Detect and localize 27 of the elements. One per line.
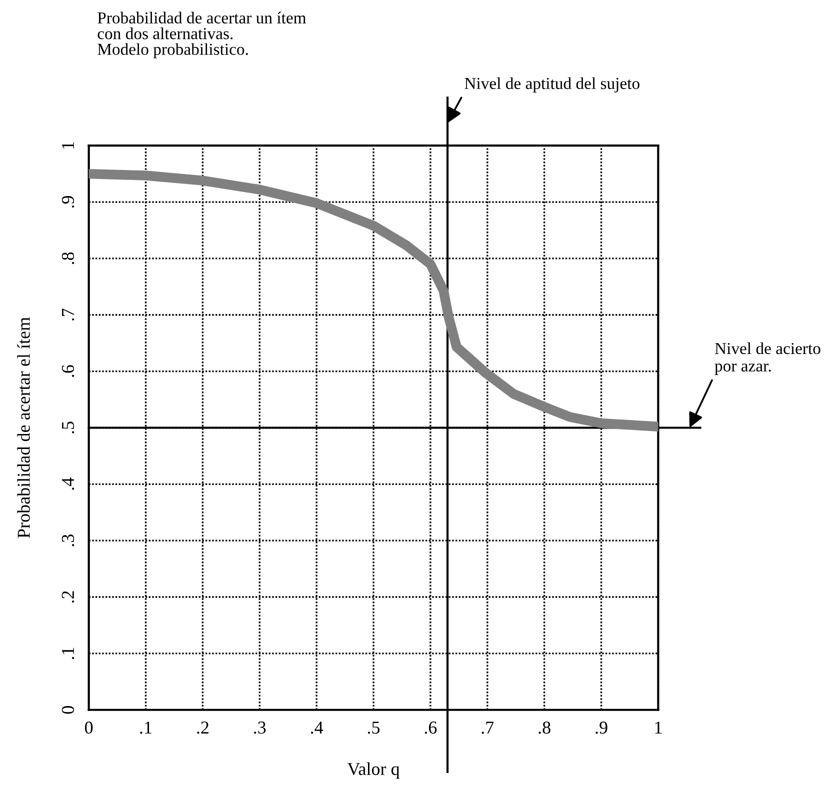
- x-tick-label: .7: [482, 722, 494, 734]
- y-tick-label: 1: [62, 142, 74, 149]
- y-tick-label: .5: [62, 422, 74, 434]
- y-tick-label: .1: [62, 648, 74, 660]
- x-tick-label: .5: [368, 722, 380, 734]
- y-tick-label: .3: [62, 534, 74, 546]
- y-tick-label: .2: [62, 591, 74, 603]
- x-tick-label: 1: [655, 722, 662, 734]
- chart-title: Probabilidad de acertar un ítem con dos alternativas. Modelo probabilistico.: [98, 12, 306, 58]
- y-tick-label: .8: [62, 252, 74, 264]
- x-axis-title: Valor q: [347, 762, 400, 779]
- x-tick-label: 0: [84, 722, 93, 734]
- annotation: Nivel de aptitud del sujeto: [464, 77, 640, 92]
- x-tick-label: .6: [424, 722, 437, 734]
- y-tick-label: .7: [62, 308, 74, 320]
- annotation: Nivel de acierto por azar.: [714, 342, 820, 375]
- y-tick-label: .4: [62, 478, 74, 490]
- y-tick-label: .6: [62, 365, 74, 377]
- x-tick-label: .9: [596, 722, 608, 734]
- y-tick-label: .9: [62, 196, 74, 208]
- y-tick-label: 0: [62, 706, 74, 714]
- x-tick-label: .3: [254, 722, 266, 734]
- x-tick-label: .1: [140, 722, 152, 734]
- x-tick-label: .8: [538, 722, 550, 734]
- x-tick-label: .2: [197, 722, 208, 734]
- x-tick-label: .4: [310, 722, 324, 734]
- y-axis-title: Probabilidad de acertar el ítem: [17, 317, 30, 538]
